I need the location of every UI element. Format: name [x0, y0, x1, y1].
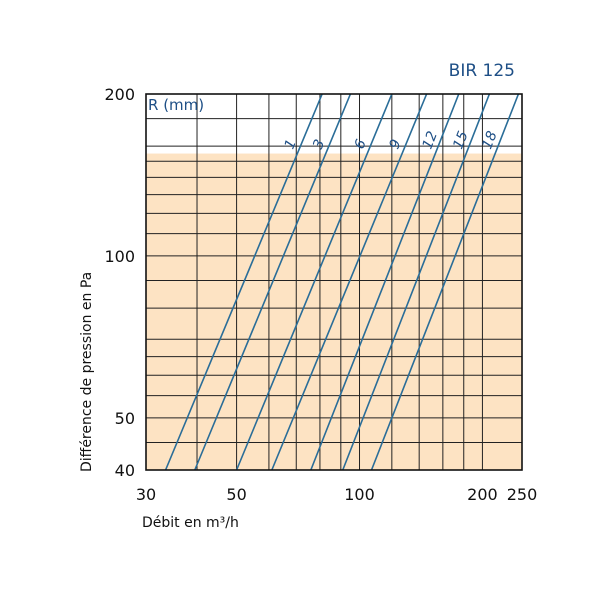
shaded-region — [146, 153, 522, 471]
plot-frame — [145, 93, 523, 471]
curve-label-R-9: 9 — [386, 137, 404, 151]
curve-R-15 — [342, 93, 491, 471]
curve-R-3 — [194, 93, 352, 471]
curve-label-R-3: 3 — [310, 137, 328, 151]
curve-R-12 — [310, 93, 460, 471]
legend-title: R (mm) — [148, 96, 204, 114]
y-tick-label-100: 100 — [104, 247, 135, 266]
curve-R-6 — [235, 93, 393, 471]
y-tick-label-50: 50 — [115, 409, 135, 428]
curve-R-1 — [164, 93, 323, 471]
x-tick-label-200: 200 — [467, 485, 498, 504]
y-tick-labels: 40 50 100 200 — [104, 85, 135, 480]
curve-label-R-1: 1 — [282, 137, 300, 151]
y-tick-label-40: 40 — [115, 461, 135, 480]
curve-label-R-15: 15 — [450, 129, 471, 151]
x-tick-label-30: 30 — [136, 485, 156, 504]
curve-R-9 — [271, 93, 428, 471]
model-title: BIR 125 — [449, 61, 515, 81]
curve-label-R-18: 18 — [479, 129, 500, 152]
y-axis-label: Différence de pression en Pa — [79, 272, 95, 472]
curve-label-R-12: 12 — [420, 129, 441, 152]
x-axis-label: Débit en m³/h — [142, 515, 239, 531]
curve-layer — [164, 93, 520, 471]
x-tick-labels: 30 50 100 200 250 — [136, 485, 537, 504]
x-tick-label-100: 100 — [344, 485, 375, 504]
x-tick-label-250: 250 — [507, 485, 538, 504]
background-layer — [146, 153, 522, 471]
x-tick-label-50: 50 — [226, 485, 246, 504]
curve-label-R-6: 6 — [352, 137, 370, 151]
y-tick-label-200: 200 — [104, 85, 135, 104]
curve-R-18 — [370, 93, 520, 471]
